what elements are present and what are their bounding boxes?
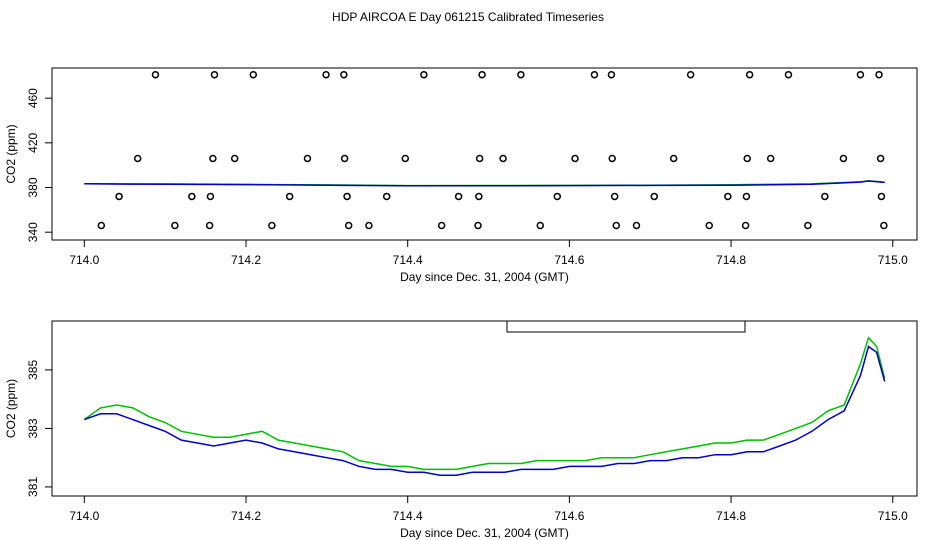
data-point (876, 154, 885, 163)
data-point (571, 154, 579, 163)
data-point (437, 221, 446, 230)
data-point (875, 70, 883, 79)
data-line (83, 336, 886, 471)
x-tick-label: 714.2 (231, 253, 261, 267)
data-point (206, 192, 215, 201)
data-point (745, 70, 754, 79)
data-point (475, 192, 483, 201)
data-point (499, 154, 507, 163)
x-axis-label: Day since Dec. 31, 2004 (GMT) (400, 526, 569, 540)
data-point (97, 221, 106, 230)
y-tick-label: 420 (26, 132, 40, 152)
data-point (608, 154, 616, 163)
data-point (880, 221, 888, 230)
data-point (610, 192, 619, 201)
x-tick-label: 714.2 (231, 509, 261, 523)
data-point (285, 192, 294, 201)
y-axis-label: CO2 (ppm) (4, 124, 18, 183)
data-point (171, 221, 179, 230)
data-point (856, 70, 865, 79)
data-point (650, 192, 659, 201)
data-point (344, 221, 353, 230)
x-tick-label: 714.8 (716, 509, 746, 523)
data-point (821, 192, 829, 201)
data-point (420, 70, 428, 79)
data-point (766, 154, 775, 163)
y-tick-label: 460 (26, 88, 40, 108)
data-point (230, 154, 239, 163)
data-point (705, 221, 713, 230)
data-point (632, 221, 641, 230)
data-point (249, 70, 258, 79)
y-tick-label: 385 (26, 360, 40, 380)
x-tick-label: 714.8 (716, 253, 746, 267)
data-point (877, 192, 886, 201)
data-point (322, 70, 330, 79)
data-point (612, 221, 621, 230)
data-point (724, 192, 732, 201)
data-point (151, 70, 160, 79)
data-point (686, 70, 695, 79)
x-tick-label: 714.4 (393, 253, 423, 267)
data-point (401, 154, 410, 163)
data-point (839, 154, 848, 163)
data-point (590, 70, 599, 79)
data-point (474, 221, 482, 230)
data-point (365, 221, 373, 230)
data-point (343, 192, 351, 201)
data-point (669, 154, 678, 163)
x-tick-label: 714.0 (69, 509, 99, 523)
data-point (804, 221, 812, 230)
y-tick-label: 380 (26, 177, 40, 197)
legend-box (506, 321, 746, 333)
data-point (454, 192, 463, 201)
data-point (517, 70, 525, 79)
data-point (784, 70, 793, 79)
data-line (84, 345, 886, 476)
data-point (340, 70, 348, 79)
x-tick-label: 714.4 (393, 509, 423, 523)
data-point (115, 192, 123, 201)
data-point (205, 221, 214, 230)
data-point (607, 70, 616, 79)
x-tick-label: 714.6 (554, 253, 584, 267)
data-point (741, 221, 750, 230)
data-point (268, 221, 276, 230)
x-axis-label: Day since Dec. 31, 2004 (GMT) (400, 270, 569, 284)
data-point (188, 192, 196, 201)
data-point (133, 154, 142, 163)
data-point (382, 192, 391, 201)
data-point (536, 221, 545, 230)
chart-title: HDP AIRCOA E Day 061215 Calibrated Times… (332, 10, 604, 24)
x-tick-label: 714.0 (69, 253, 99, 267)
x-tick-label: 714.6 (554, 509, 584, 523)
y-tick-label: 383 (26, 418, 40, 438)
x-tick-label: 715.0 (878, 253, 908, 267)
data-point (340, 154, 349, 163)
x-tick-label: 715.0 (878, 509, 908, 523)
data-point (209, 154, 217, 163)
data-point (303, 154, 312, 163)
y-tick-label: 381 (26, 477, 40, 497)
data-point (210, 70, 219, 79)
data-point (475, 154, 484, 163)
y-axis-label: CO2 (ppm) (4, 379, 18, 438)
data-point (743, 154, 751, 163)
data-point (742, 192, 751, 201)
data-line (84, 180, 885, 187)
data-point (478, 70, 486, 79)
data-point (553, 192, 562, 201)
y-tick-label: 340 (26, 222, 40, 242)
